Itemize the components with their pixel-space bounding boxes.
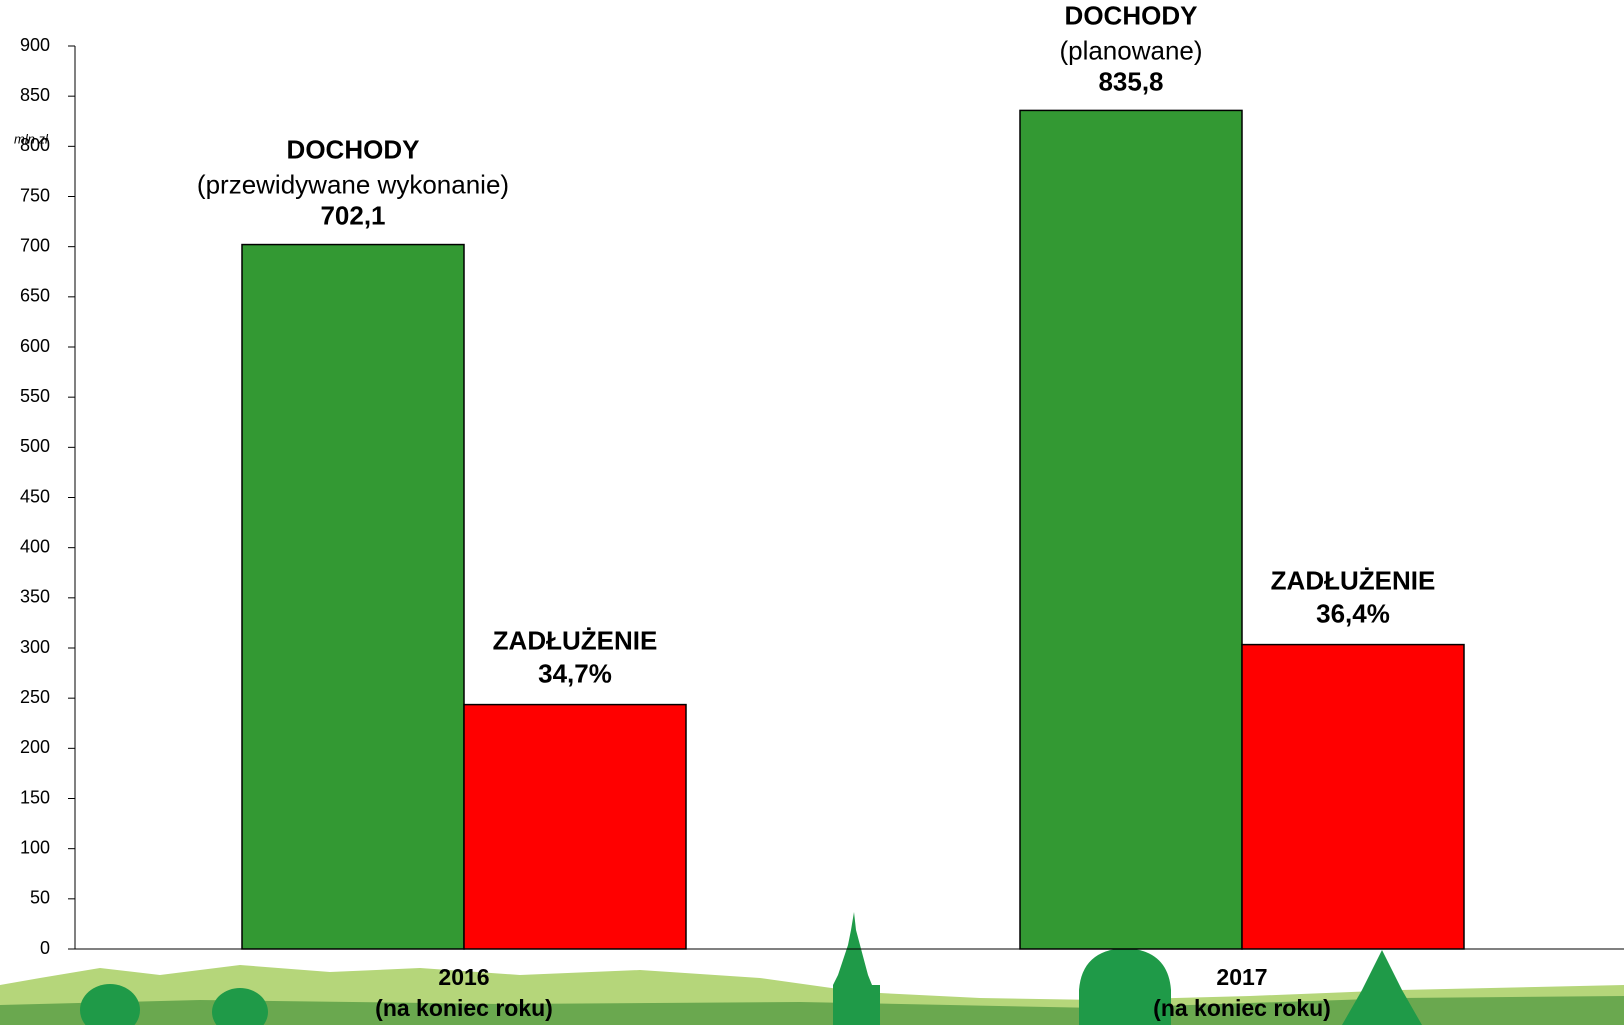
bar-label-note: (planowane) <box>1059 35 1202 65</box>
y-tick-label: 100 <box>20 837 50 857</box>
y-tick-label: 750 <box>20 185 50 205</box>
bar-label-name: DOCHODY <box>1065 0 1198 30</box>
bar <box>1241 643 1465 950</box>
y-tick-label: 0 <box>40 938 50 958</box>
y-tick-label: 350 <box>20 587 50 607</box>
y-tick-label: 150 <box>20 787 50 807</box>
y-tick-label: 50 <box>30 888 50 908</box>
x-tick-label: 2016 <box>438 964 489 990</box>
y-tick-label: 200 <box>20 737 50 757</box>
bar <box>463 703 687 950</box>
bar-annotation: 34,7% <box>538 658 612 688</box>
y-tick-label: 650 <box>20 286 50 306</box>
bar <box>241 243 465 950</box>
x-tick-note: (na koniec roku) <box>1153 995 1331 1021</box>
y-tick-label: 400 <box>20 536 50 556</box>
bar-label-name: DOCHODY <box>287 134 420 164</box>
value-label: 702,1 <box>320 200 385 230</box>
bar-label-name: ZADŁUŻENIE <box>493 625 658 655</box>
y-tick-label: 600 <box>20 336 50 356</box>
y-tick-label: 450 <box>20 486 50 506</box>
bar-label-note: (przewidywane wykonanie) <box>197 169 509 199</box>
x-tick-note: (na koniec roku) <box>375 995 553 1021</box>
y-tick-label: 550 <box>20 386 50 406</box>
y-tick-label: 300 <box>20 637 50 657</box>
y-tick-label: 700 <box>20 235 50 255</box>
y-axis-label: mln zł <box>14 131 49 146</box>
bar-label-name: ZADŁUŻENIE <box>1271 565 1436 595</box>
skyline-decoration <box>0 912 1624 1025</box>
y-tick-label: 900 <box>20 35 50 55</box>
y-tick-label: 850 <box>20 85 50 105</box>
y-tick-label: 500 <box>20 436 50 456</box>
bar <box>1019 109 1243 950</box>
y-tick-label: 250 <box>20 687 50 707</box>
y-tick-label: 800 <box>20 135 50 155</box>
bar-annotation: 36,4% <box>1316 598 1390 628</box>
x-tick-label: 2017 <box>1216 964 1267 990</box>
value-label: 835,8 <box>1098 66 1163 96</box>
